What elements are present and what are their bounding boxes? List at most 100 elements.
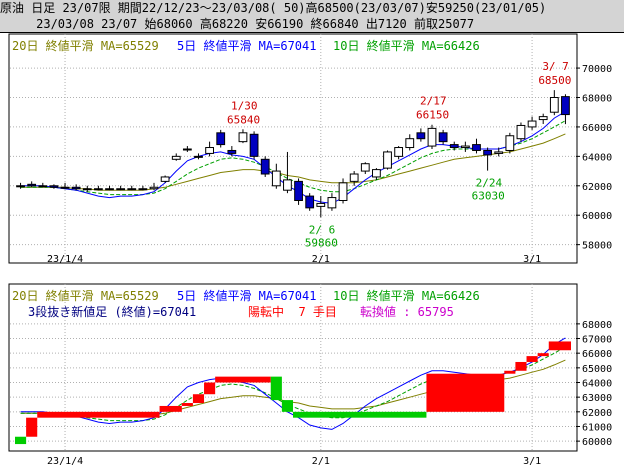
lower-legend-ma20: 20日 終値平滑 MA=65529 bbox=[12, 288, 159, 303]
candle-body bbox=[294, 180, 303, 201]
candle-body bbox=[127, 188, 137, 191]
upper-legend-ma5: 5日 終値平滑 MA=67041 bbox=[177, 38, 316, 53]
break-brick bbox=[537, 353, 549, 357]
lower-y-tick-label: 68000 bbox=[582, 320, 612, 331]
candle-body bbox=[182, 148, 192, 151]
break-brick bbox=[293, 411, 427, 418]
candle-body bbox=[360, 163, 370, 172]
upper-x-tick-label: 2/1 bbox=[312, 254, 330, 265]
break-brick bbox=[15, 436, 27, 445]
annotation-price: 59860 bbox=[305, 236, 338, 249]
candle-body bbox=[160, 176, 170, 182]
candle-body bbox=[16, 185, 25, 188]
lower-x-tick-label: 2/1 bbox=[312, 456, 330, 467]
candle-body bbox=[194, 155, 203, 158]
upper-y-tick-label: 70000 bbox=[582, 64, 612, 75]
candle-body bbox=[116, 188, 126, 191]
upper-legend-ma20: 20日 終値平滑 MA=65529 bbox=[12, 38, 159, 53]
lower-y-tick-label: 67000 bbox=[582, 335, 612, 346]
candle-body bbox=[49, 185, 59, 188]
annotation-price: 65840 bbox=[227, 113, 260, 126]
lower-x-ticks: 23/1/4 2/1 3/1 bbox=[47, 456, 541, 467]
candle-body bbox=[260, 158, 270, 175]
candle-body bbox=[316, 202, 326, 207]
header-line-2: 23/03/08 23/07 始68060 高68220 安66190 終668… bbox=[0, 16, 624, 33]
lower-y-tick-label: 60000 bbox=[582, 437, 612, 448]
upper-y-tick-label: 66000 bbox=[582, 123, 612, 134]
candle-body bbox=[60, 186, 70, 189]
candle-body bbox=[227, 149, 237, 154]
annotation-price: 63030 bbox=[472, 190, 505, 203]
lower-y-ticks: 60000 61000 62000 63000 64000 65000 66000 67000… bbox=[576, 320, 612, 448]
candle-body bbox=[505, 135, 515, 151]
lower-legend-ma5: 5日 終値平滑 MA=67041 bbox=[177, 288, 316, 303]
candle-body bbox=[271, 170, 281, 187]
candle-body bbox=[94, 188, 103, 191]
candle-body bbox=[383, 151, 392, 169]
annotation-price: 68500 bbox=[538, 74, 571, 87]
candle-body bbox=[527, 120, 537, 128]
candle-body bbox=[305, 195, 315, 209]
candle-body bbox=[349, 173, 359, 182]
upper-x-tick-label: 23/1/4 bbox=[47, 254, 83, 265]
break-brick bbox=[281, 400, 293, 412]
candle-body bbox=[105, 188, 114, 191]
upper-y-ticks: 58000 60000 62000 64000 66000 68000 70000 bbox=[576, 64, 612, 252]
break-brick bbox=[426, 373, 505, 412]
candle-body bbox=[138, 188, 148, 191]
candle-body bbox=[561, 96, 570, 116]
candle-body bbox=[483, 149, 492, 156]
lower-y-tick-label: 61000 bbox=[582, 422, 612, 433]
candle-body bbox=[38, 185, 48, 188]
candle-body bbox=[549, 97, 559, 113]
break-brick bbox=[159, 405, 182, 412]
candle-body bbox=[416, 132, 426, 140]
break-brick bbox=[37, 411, 160, 418]
upper-candles bbox=[16, 90, 570, 218]
break-brick bbox=[515, 361, 527, 371]
lower-legend-ma10: 10日 終値平滑 MA=66426 bbox=[333, 288, 480, 303]
candle-body bbox=[394, 147, 404, 157]
annotation-date: 2/ 6 bbox=[309, 223, 336, 236]
lower-y-tick-label: 66000 bbox=[582, 349, 612, 360]
upper-y-tick-label: 58000 bbox=[582, 241, 612, 252]
lower-y-tick-label: 63000 bbox=[582, 393, 612, 404]
candle-body bbox=[538, 116, 548, 121]
upper-y-tick-label: 68000 bbox=[582, 94, 612, 105]
break-value: 転換値 : 65795 bbox=[360, 304, 454, 319]
upper-y-tick-label: 62000 bbox=[582, 182, 612, 193]
candle-body bbox=[372, 169, 381, 178]
annotation-date: 2/17 bbox=[420, 95, 447, 108]
lower-ma10-line bbox=[20, 346, 566, 422]
candle-body bbox=[494, 151, 504, 154]
upper-ma10-line bbox=[20, 120, 566, 196]
break-brick bbox=[181, 403, 193, 406]
break-brick bbox=[526, 356, 538, 362]
candle-body bbox=[249, 133, 259, 157]
upper-x-ticks: 23/1/4 2/1 3/1 bbox=[47, 254, 541, 265]
annotation-price: 66150 bbox=[416, 109, 449, 122]
upper-y-tick-label: 60000 bbox=[582, 211, 612, 222]
break-brick bbox=[504, 370, 516, 374]
candle-body bbox=[283, 179, 292, 191]
upper-grid bbox=[10, 34, 576, 262]
candle-body bbox=[405, 138, 415, 149]
upper-x-tick-label: 3/1 bbox=[523, 254, 541, 265]
candle-body bbox=[327, 197, 337, 209]
candle-body bbox=[71, 186, 81, 190]
candle-body bbox=[427, 127, 437, 147]
break-brick bbox=[270, 376, 282, 401]
candle-body bbox=[438, 132, 448, 143]
candle-body bbox=[338, 182, 348, 201]
lower-x-tick-label: 23/1/4 bbox=[47, 456, 83, 467]
break-brick bbox=[192, 394, 205, 404]
candle-body bbox=[472, 144, 481, 151]
candle-body bbox=[516, 124, 526, 140]
candle-body bbox=[216, 132, 226, 146]
candle-body bbox=[449, 144, 459, 149]
break-brick bbox=[215, 376, 271, 383]
annotation-date: 1/30 bbox=[231, 99, 258, 112]
lower-x-tick-label: 3/1 bbox=[523, 456, 541, 467]
break-brick bbox=[26, 417, 38, 437]
